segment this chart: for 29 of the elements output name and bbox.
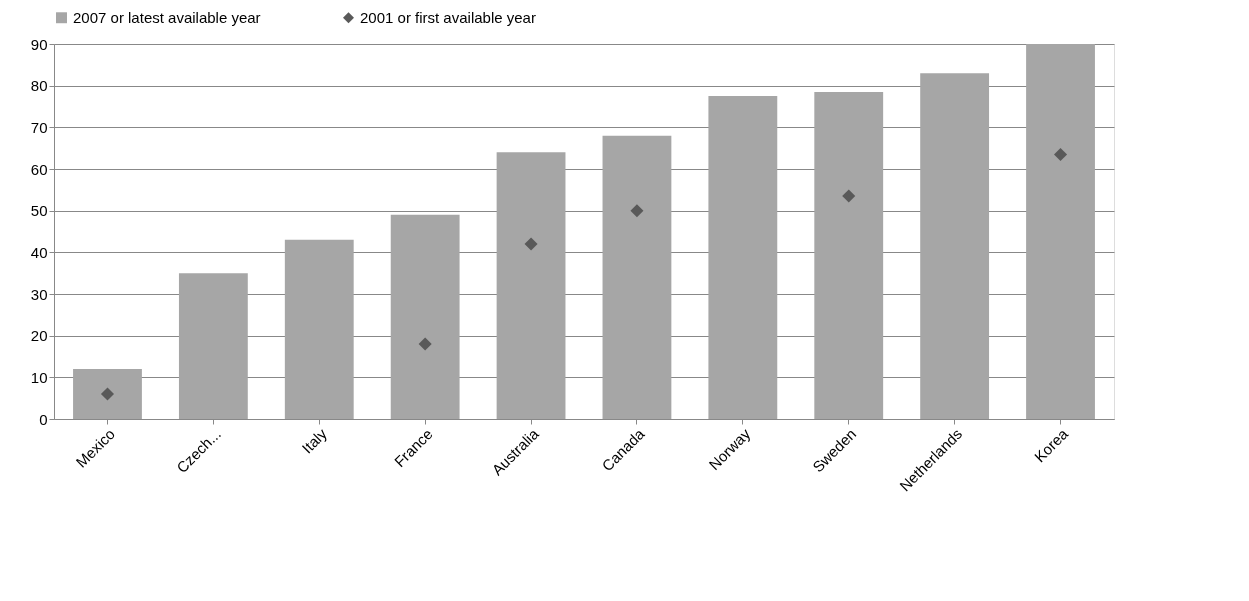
bar xyxy=(814,91,884,419)
y-tick-label: 50 xyxy=(30,202,48,220)
point xyxy=(842,189,856,203)
bar xyxy=(496,152,566,419)
bar xyxy=(178,273,248,419)
bar xyxy=(284,239,354,419)
bar xyxy=(1026,44,1095,419)
bar xyxy=(708,96,778,419)
y-tick-label: 60 xyxy=(30,160,48,178)
point xyxy=(630,204,644,218)
y-tick-label: 70 xyxy=(30,118,48,136)
legend-label: 2007 or latest available year xyxy=(73,8,261,26)
y-tick-label: 90 xyxy=(30,35,48,53)
y-tick-label: 40 xyxy=(30,243,48,261)
y-tick-label: 80 xyxy=(30,77,48,95)
y-tick-label: 20 xyxy=(30,327,48,345)
point xyxy=(418,337,432,351)
point xyxy=(524,237,538,251)
legend-label: 2001 or first available year xyxy=(360,8,536,26)
bar xyxy=(920,73,990,419)
bar xyxy=(73,369,142,419)
y-tick-label: 0 xyxy=(39,410,48,428)
bar xyxy=(390,214,460,419)
y-tick-label: 10 xyxy=(30,368,48,386)
x-tick-label: Italy xyxy=(298,424,331,457)
point xyxy=(1054,147,1068,161)
y-tick-label: 30 xyxy=(30,285,48,303)
point xyxy=(100,387,114,401)
bar xyxy=(602,135,672,419)
